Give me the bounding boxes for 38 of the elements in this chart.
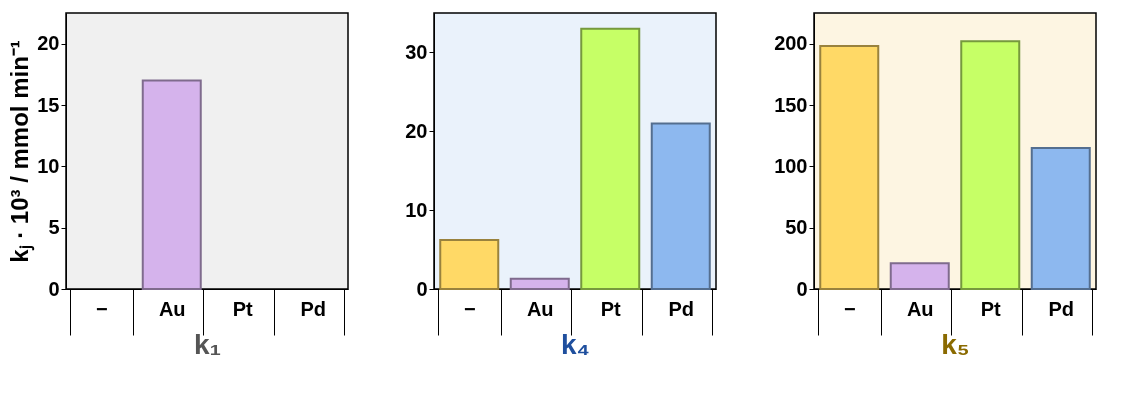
x-tick-label: Pt <box>600 297 622 320</box>
bar <box>1030 146 1091 290</box>
y-tick-label: 15 <box>37 93 60 116</box>
x-tick-label: Pt <box>232 297 254 320</box>
bar <box>819 45 880 290</box>
y-tick-label: 200 <box>774 32 808 55</box>
x-tick-label: − <box>463 297 476 320</box>
y-tick-label: 20 <box>405 119 428 142</box>
x-tick-label: − <box>95 297 108 320</box>
x-axis-title: k₄ <box>561 329 590 360</box>
y-tick-label: 0 <box>796 277 808 300</box>
y-tick-label: 150 <box>774 93 808 116</box>
bar <box>650 122 711 290</box>
x-tick-label: Au <box>158 297 186 320</box>
x-tick-label: Au <box>906 297 934 320</box>
y-axis-title: kⱼ · 10³ / mmol min⁻¹ <box>6 40 36 263</box>
bar <box>509 277 570 290</box>
x-tick-label: Pd <box>300 297 327 320</box>
y-tick-label: 20 <box>37 32 60 55</box>
bar <box>960 40 1021 290</box>
x-tick-label: − <box>843 297 856 320</box>
y-tick-label: 100 <box>774 154 808 177</box>
x-tick-label: Pd <box>668 297 695 320</box>
y-tick-label: 10 <box>37 154 60 177</box>
y-tick-label: 50 <box>785 216 808 239</box>
y-tick-label: 5 <box>48 216 60 239</box>
y-tick-label: 30 <box>405 40 428 63</box>
bar <box>889 262 950 290</box>
x-tick-label: Au <box>526 297 554 320</box>
y-tick-label: 10 <box>405 198 428 221</box>
bar <box>439 239 500 290</box>
y-tick-label: 0 <box>48 277 60 300</box>
y-tick-label: 0 <box>416 277 428 300</box>
x-axis-title: k₁ <box>193 329 222 360</box>
x-tick-label: Pd <box>1048 297 1075 320</box>
x-tick-label: Pt <box>980 297 1002 320</box>
bar <box>580 27 641 290</box>
x-axis-title: k₅ <box>941 329 970 360</box>
